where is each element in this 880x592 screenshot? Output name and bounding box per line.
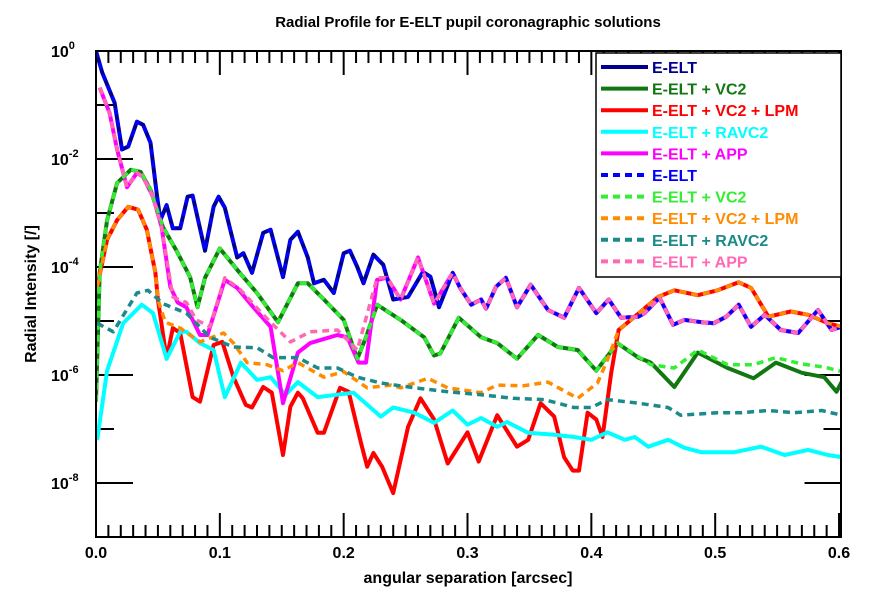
series-line-e-elt-vc2-lpm-dashed (97, 205, 840, 401)
y-tick-label: 100 (51, 40, 75, 61)
y-tick-label: 10-6 (51, 364, 79, 385)
y-tick-label: 10-4 (51, 256, 79, 277)
x-tick-label: 0.1 (209, 545, 231, 562)
legend-label: E-ELT + RAVC2 (652, 125, 768, 142)
y-tick-exponent: -2 (69, 148, 79, 160)
y-axis-label: Radial Intensity [/] (23, 225, 40, 363)
legend-label: E-ELT + VC2 (652, 190, 746, 207)
series-line-e-elt-vc2-dashed (97, 168, 840, 402)
legend-label: E-ELT (652, 60, 697, 77)
y-tick-exponent: -4 (69, 256, 80, 268)
series-lines (97, 52, 840, 496)
series-line-e-elt-ravc2-dashed (97, 288, 840, 417)
legend-label: E-ELT + VC2 + LPM (652, 211, 798, 228)
legend-label: E-ELT (652, 168, 697, 185)
y-tick-exponent: 0 (69, 40, 75, 52)
series-line-e-elt-app-dashed (98, 86, 840, 352)
legend-label: E-ELT + APP (652, 146, 748, 163)
y-tick-label: 10-8 (51, 472, 79, 493)
legend: E-ELT E-ELT + VC2 E-ELT + VC2 + LPM E-ELT +… (595, 52, 842, 278)
series-line-e-elt-vc2-lpm-solid (97, 204, 840, 496)
x-axis-label: angular separation [arcsec] (364, 570, 573, 587)
x-tick-label: 0.0 (85, 545, 107, 562)
y-tick-base: 10 (51, 152, 69, 169)
x-tick-label: 0.6 (828, 545, 850, 562)
y-tick-base: 10 (51, 44, 69, 61)
y-tick-base: 10 (51, 368, 69, 385)
y-tick-exponent: -8 (69, 472, 79, 484)
y-tick-base: 10 (51, 260, 69, 277)
x-tick-label: 0.3 (456, 545, 478, 562)
legend-label: E-ELT + VC2 (652, 82, 746, 99)
plot-frame (95, 50, 842, 538)
x-tick-label: 0.2 (333, 545, 355, 562)
x-tick-label: 0.4 (580, 545, 602, 562)
y-tick-exponent: -6 (69, 364, 79, 376)
legend-label: E-ELT + APP (652, 254, 748, 271)
legend-label: E-ELT + VC2 + LPM (652, 103, 798, 120)
y-tick-base: 10 (51, 476, 69, 493)
x-tick-label: 0.5 (704, 545, 726, 562)
chart-title: Radial Profile for E-ELT pupil coronagra… (275, 14, 661, 31)
legend-label: E-ELT + RAVC2 (652, 233, 768, 250)
y-tick-label: 10-2 (51, 148, 79, 169)
